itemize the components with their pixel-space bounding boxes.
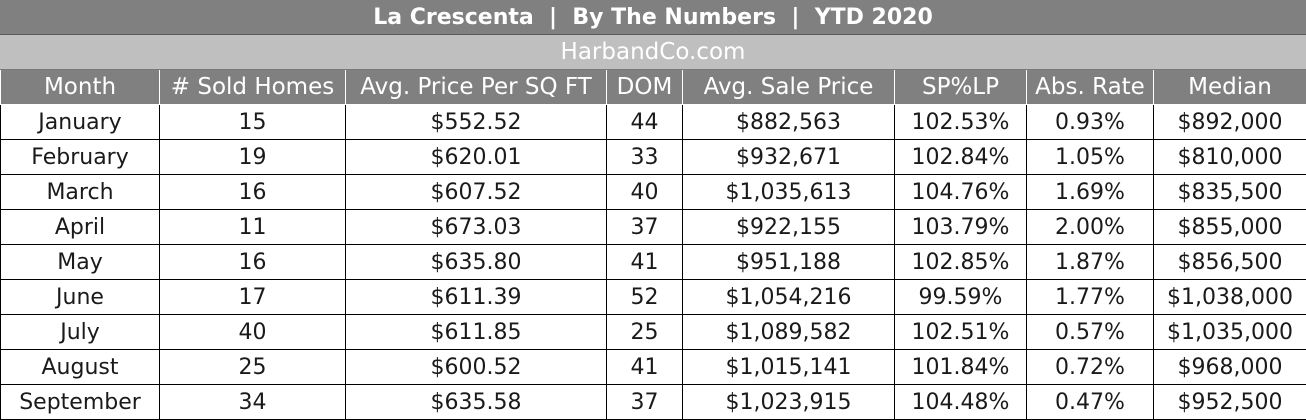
data-cell: 102.85% (895, 245, 1027, 280)
data-cell: 44 (607, 105, 683, 140)
data-cell: 34 (160, 385, 346, 420)
data-cell: $1,035,613 (683, 175, 895, 210)
data-cell: 37 (607, 385, 683, 420)
data-cell: $620.01 (346, 140, 607, 175)
month-cell: June (1, 280, 160, 315)
data-cell: 104.48% (895, 385, 1027, 420)
data-cell: $600.52 (346, 350, 607, 385)
data-cell: 103.79% (895, 210, 1027, 245)
data-cell: $932,671 (683, 140, 895, 175)
data-cell: $607.52 (346, 175, 607, 210)
data-cell: $810,000 (1154, 140, 1306, 175)
data-cell: 41 (607, 245, 683, 280)
month-cell: May (1, 245, 160, 280)
site-banner: HarbandCo.com (0, 35, 1306, 70)
data-cell: 25 (160, 350, 346, 385)
data-cell: 0.47% (1027, 385, 1154, 420)
data-cell: $952,500 (1154, 385, 1306, 420)
column-header: Median (1154, 70, 1306, 105)
column-header: # Sold Homes (160, 70, 346, 105)
data-cell: 101.84% (895, 350, 1027, 385)
data-cell: $892,000 (1154, 105, 1306, 140)
data-cell: 37 (607, 210, 683, 245)
table-title: La Crescenta | By The Numbers | YTD 2020 (0, 0, 1306, 35)
data-cell: $611.85 (346, 315, 607, 350)
data-cell: 33 (607, 140, 683, 175)
column-header: DOM (607, 70, 683, 105)
data-cell: $835,500 (1154, 175, 1306, 210)
data-cell: 17 (160, 280, 346, 315)
data-cell: 52 (607, 280, 683, 315)
data-cell: 40 (160, 315, 346, 350)
data-cell: 102.84% (895, 140, 1027, 175)
data-cell: 2.00% (1027, 210, 1154, 245)
data-cell: $882,563 (683, 105, 895, 140)
data-cell: $673.03 (346, 210, 607, 245)
data-cell: 41 (607, 350, 683, 385)
month-cell: July (1, 315, 160, 350)
data-cell: 0.57% (1027, 315, 1154, 350)
data-cell: $1,038,000 (1154, 280, 1306, 315)
data-cell: 15 (160, 105, 346, 140)
data-cell: $1,015,141 (683, 350, 895, 385)
column-header: Month (1, 70, 160, 105)
month-cell: March (1, 175, 160, 210)
data-cell: 16 (160, 175, 346, 210)
data-cell: $1,035,000 (1154, 315, 1306, 350)
data-cell: 40 (607, 175, 683, 210)
data-cell: 11 (160, 210, 346, 245)
column-header: Abs. Rate (1027, 70, 1154, 105)
data-cell: $1,023,915 (683, 385, 895, 420)
data-cell: $856,500 (1154, 245, 1306, 280)
data-cell: $635.80 (346, 245, 607, 280)
data-cell: $1,089,582 (683, 315, 895, 350)
data-cell: 0.93% (1027, 105, 1154, 140)
data-cell: 1.69% (1027, 175, 1154, 210)
data-cell: $968,000 (1154, 350, 1306, 385)
data-cell: $922,155 (683, 210, 895, 245)
data-cell: 25 (607, 315, 683, 350)
month-cell: August (1, 350, 160, 385)
data-cell: $611.39 (346, 280, 607, 315)
data-cell: $552.52 (346, 105, 607, 140)
month-cell: February (1, 140, 160, 175)
column-header: Avg. Sale Price (683, 70, 895, 105)
data-cell: $635.58 (346, 385, 607, 420)
data-cell: 1.77% (1027, 280, 1154, 315)
month-cell: September (1, 385, 160, 420)
data-cell: 99.59% (895, 280, 1027, 315)
data-cell: $951,188 (683, 245, 895, 280)
data-cell: 1.87% (1027, 245, 1154, 280)
column-header: SP%LP (895, 70, 1027, 105)
data-cell: 102.51% (895, 315, 1027, 350)
data-cell: 16 (160, 245, 346, 280)
month-cell: January (1, 105, 160, 140)
month-cell: April (1, 210, 160, 245)
data-cell: $1,054,216 (683, 280, 895, 315)
data-cell: 19 (160, 140, 346, 175)
data-cell: $855,000 (1154, 210, 1306, 245)
data-cell: 1.05% (1027, 140, 1154, 175)
data-cell: 102.53% (895, 105, 1027, 140)
column-header: Avg. Price Per SQ FT (346, 70, 607, 105)
data-cell: 0.72% (1027, 350, 1154, 385)
data-cell: 104.76% (895, 175, 1027, 210)
